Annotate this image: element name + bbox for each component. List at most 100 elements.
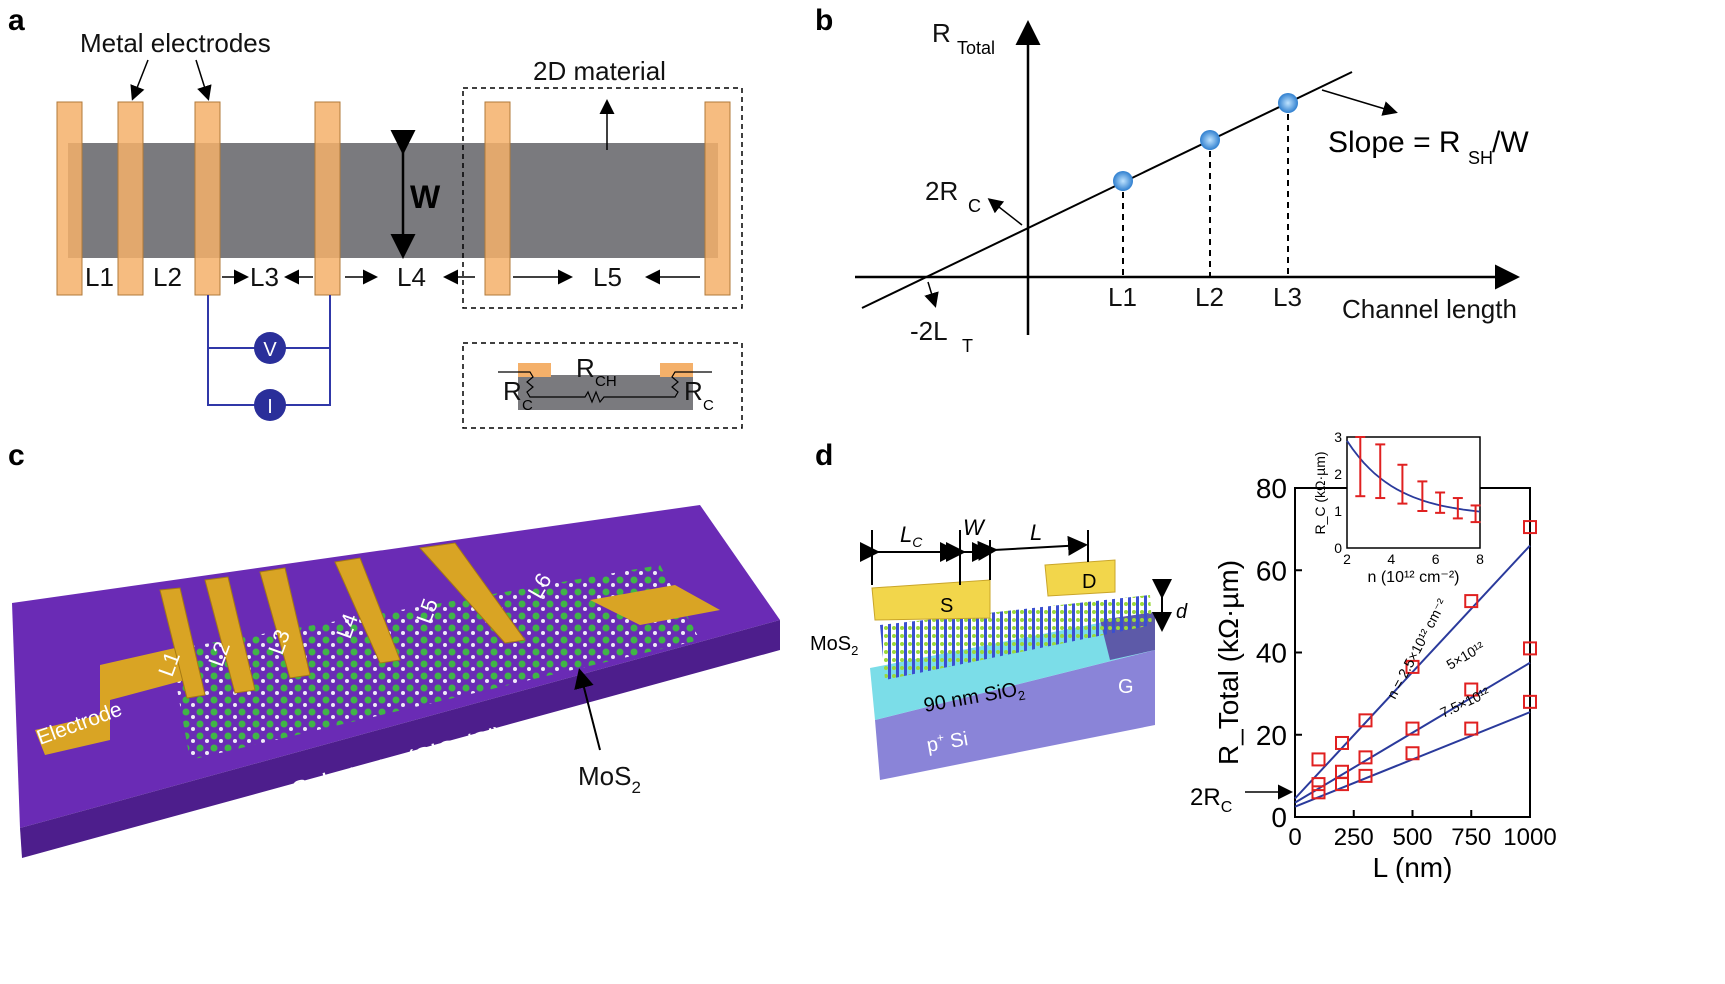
electrode [484, 101, 511, 296]
gate-label: G [1118, 676, 1134, 698]
inset-x-tick-label: 4 [1387, 551, 1395, 567]
rch-sub: CH [595, 373, 617, 390]
inset-y-tick-label: 0 [1334, 540, 1342, 556]
equivalent-circuit-inset: R C R CH R C [462, 342, 743, 429]
y-tick-label: 20 [1256, 720, 1287, 751]
inset-y-tick-label: 3 [1334, 429, 1342, 445]
slope-sub: SH [1468, 148, 1493, 168]
length-label: L4 [397, 262, 426, 292]
thickness-label: d [1176, 601, 1188, 623]
length-label: L2 [153, 262, 182, 292]
data-point [1405, 746, 1420, 761]
panel-label-b: b [815, 4, 833, 37]
inset-y-tick-label: 2 [1334, 466, 1342, 482]
tick-label: L3 [1273, 282, 1302, 312]
mos2-lattice [170, 565, 700, 760]
electrode [117, 101, 144, 296]
l-label: L [1030, 520, 1042, 545]
fit-line [1294, 661, 1531, 804]
y-tick-label: 0 [1271, 802, 1287, 833]
electrode [704, 101, 731, 296]
mos2-layer [880, 595, 1152, 680]
inset-y-axis-label: R_C (kΩ·µm) [1312, 451, 1328, 534]
data-point [1405, 659, 1420, 674]
ammeter-label: I [267, 396, 273, 418]
series-label: n = 2.5×10¹² cm⁻² [1384, 596, 1450, 702]
panel-d-device: S D LC W L d MoS2 90 nm SiO2 G p+ Si [810, 515, 1188, 780]
mos2-label: MoS2 [578, 761, 641, 797]
voltmeter-label: V [263, 339, 277, 361]
source-label: S [940, 595, 953, 617]
electrode [204, 576, 256, 694]
inset-x-tick-label: 8 [1476, 551, 1484, 567]
data-point [1464, 594, 1479, 609]
lc-label: LC [900, 522, 923, 550]
2d-material-channel [68, 143, 718, 258]
data-point [1358, 713, 1373, 728]
drain-contact [1044, 559, 1116, 597]
data-point [1523, 694, 1537, 709]
x-tick-label: 500 [1392, 824, 1432, 851]
electrode [334, 557, 401, 664]
y-axis-label: R_Total (kΩ·µm) [1213, 560, 1244, 765]
length-label: L1 [85, 262, 114, 292]
panel-a: Metal electrodes 2D material W L1 L2 L3 … [56, 28, 743, 429]
rc-label: R [503, 376, 522, 406]
y-axis-label-sub: Total [957, 38, 995, 58]
mos2-label: MoS2 [810, 633, 858, 658]
electrode [159, 587, 206, 699]
data-point [1523, 641, 1537, 656]
panel-label-d: d [815, 439, 833, 472]
intercept-sub: C [968, 196, 981, 216]
material-box [462, 87, 743, 309]
rch-label: R [576, 353, 595, 383]
w-label: W [963, 515, 986, 540]
inset-frame [1346, 436, 1481, 549]
left-electrode [35, 648, 185, 755]
panel-c: L1 L2 L3 L4 L5 L6 Electrode Substrate (S… [12, 505, 780, 858]
inset-y-tick-label: 1 [1334, 503, 1342, 519]
voltmeter-icon [254, 332, 286, 364]
tick-label: L2 [1195, 282, 1224, 312]
intercept-label: 2R [925, 176, 958, 206]
data-point [1335, 777, 1349, 792]
x-axis-label: Channel length [1342, 294, 1517, 324]
drain-label: D [1082, 571, 1096, 593]
electrode [259, 567, 311, 679]
data-point [1200, 130, 1220, 150]
source-contact [871, 579, 991, 621]
electrode [314, 101, 341, 296]
data-point [1278, 93, 1298, 113]
electrode [194, 101, 221, 296]
rc-sub: C [522, 397, 533, 414]
inset-x-axis-label: n (10¹² cm⁻²) [1368, 569, 1460, 586]
rc-label: R [684, 376, 703, 406]
data-point [1311, 785, 1326, 800]
length-label: L3 [250, 262, 279, 292]
data-point [1358, 768, 1373, 783]
x-intercept-sub: T [962, 336, 973, 356]
si-layer [875, 650, 1155, 780]
panel-b: R Total Channel length L1 L2 L3 2R C -2L… [855, 18, 1529, 356]
data-point [1523, 520, 1537, 535]
si-label: p+ Si [925, 726, 970, 757]
data-point [1358, 750, 1373, 765]
intercept-label: 2RC [1190, 784, 1232, 816]
inset-x-tick-label: 2 [1343, 551, 1351, 567]
x-tick-label: 750 [1451, 824, 1491, 851]
x-intercept-label: -2L [910, 316, 948, 346]
length-label: L5 [593, 262, 622, 292]
y-tick-label: 80 [1256, 473, 1287, 504]
electrode [56, 101, 83, 296]
ammeter-icon [254, 389, 286, 421]
data-point [1113, 171, 1133, 191]
inset-x-tick-label: 6 [1432, 551, 1440, 567]
data-point [1464, 682, 1479, 697]
x-axis-label: L (nm) [1373, 852, 1453, 883]
x-tick-label: 250 [1334, 824, 1374, 851]
panel-label-a: a [8, 4, 25, 37]
data-point [1464, 721, 1479, 736]
data-point [1335, 735, 1349, 750]
x-tick-label: 0 [1288, 824, 1301, 851]
